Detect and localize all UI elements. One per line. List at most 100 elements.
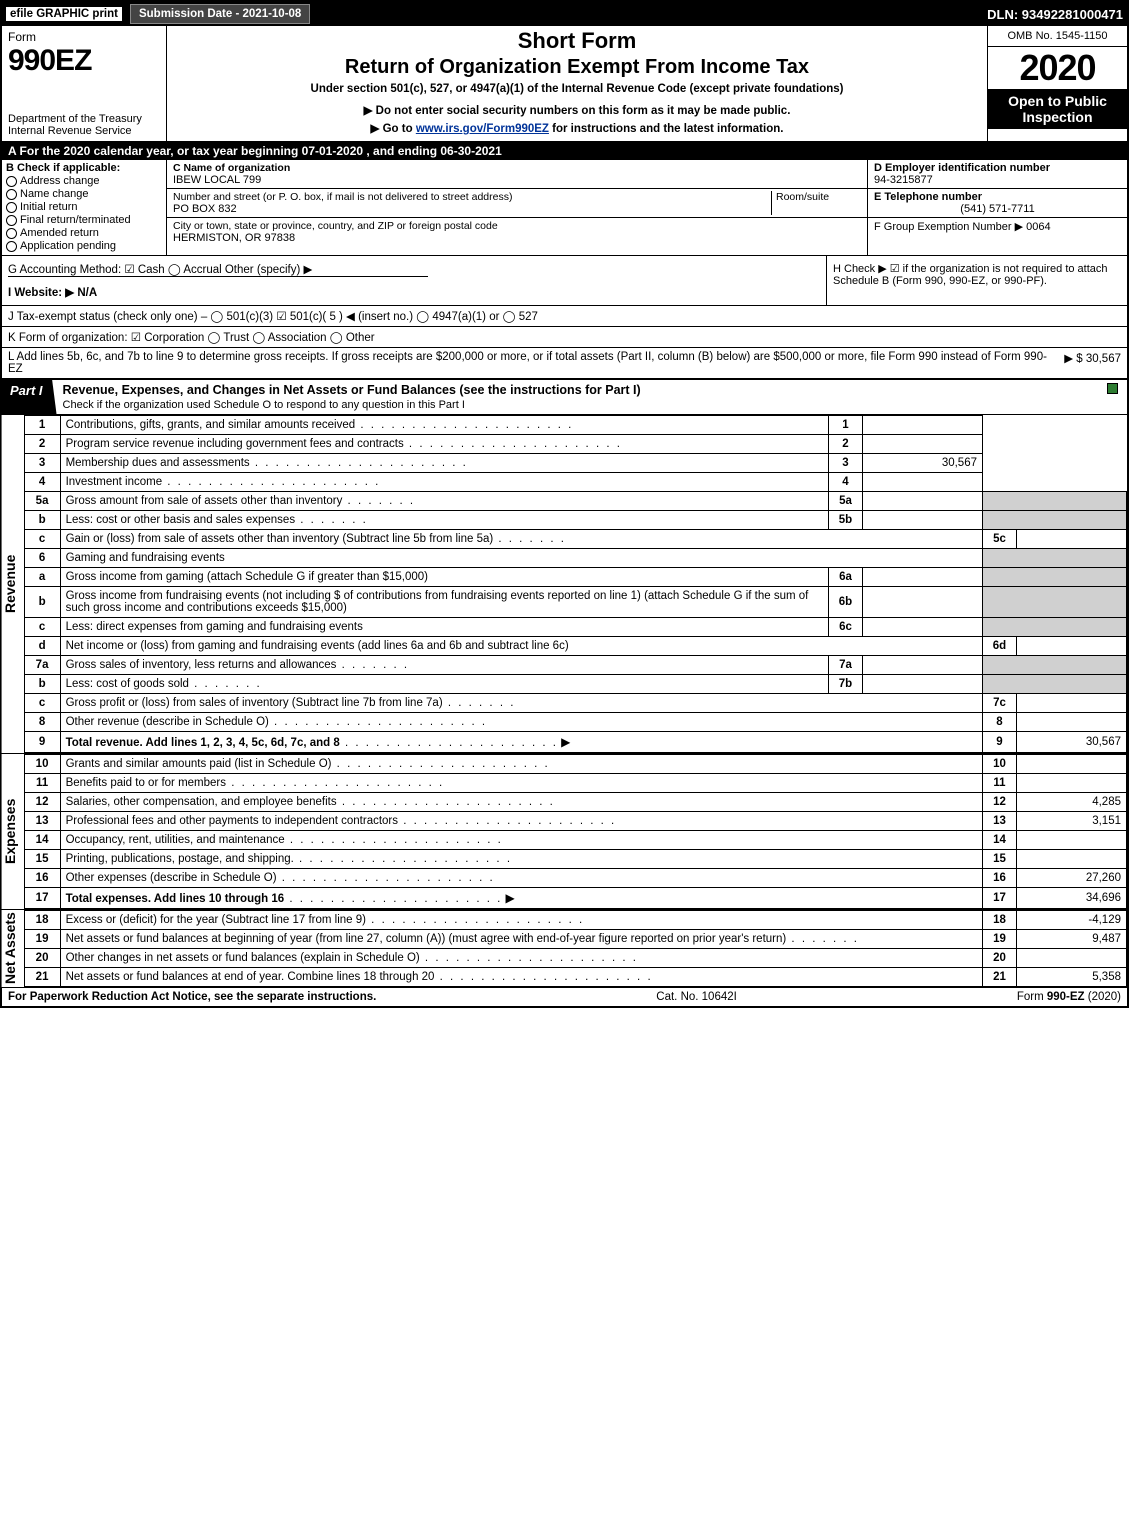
check-icon: [1107, 383, 1118, 394]
submission-date-button[interactable]: Submission Date - 2021-10-08: [130, 4, 310, 24]
open-public-inspection: Open to Public Inspection: [988, 89, 1127, 129]
part-1-check-text: Check if the organization used Schedule …: [63, 399, 465, 411]
note-no-ssn: ▶ Do not enter social security numbers o…: [173, 103, 981, 117]
block-b-c-d: B Check if applicable: Address change Na…: [2, 160, 1127, 256]
footer-right: Form 990-EZ (2020): [1017, 991, 1121, 1003]
f-group-exemption: F Group Exemption Number ▶ 0064: [874, 220, 1121, 233]
ein-value: 94-3215877: [874, 174, 1121, 186]
line-l-gross-receipts: L Add lines 5b, 6c, and 7b to line 9 to …: [2, 348, 1127, 379]
part-1-header: Part I Revenue, Expenses, and Changes in…: [2, 379, 1127, 415]
row-20: 20Other changes in net assets or fund ba…: [24, 949, 1126, 968]
row-11: 11Benefits paid to or for members11: [24, 774, 1126, 793]
omb-number: OMB No. 1545-1150: [988, 26, 1127, 47]
chk-name-change[interactable]: Name change: [6, 188, 162, 200]
footer: For Paperwork Reduction Act Notice, see …: [2, 987, 1127, 1006]
row-14: 14Occupancy, rent, utilities, and mainte…: [24, 831, 1126, 850]
line-a-tax-year: A For the 2020 calendar year, or tax yea…: [2, 142, 1127, 160]
row-9: 9Total revenue. Add lines 1, 2, 3, 4, 5c…: [24, 732, 1126, 753]
header-row: Form 990EZ Department of the Treasury In…: [2, 26, 1127, 142]
expenses-vertical-label: Expenses: [2, 754, 24, 909]
note-goto-pre: ▶ Go to: [371, 123, 416, 135]
form-title-2: Return of Organization Exempt From Incom…: [173, 56, 981, 79]
header-right: OMB No. 1545-1150 2020 Open to Public In…: [987, 26, 1127, 141]
chk-initial-return[interactable]: Initial return: [6, 201, 162, 213]
c-city-label: City or town, state or province, country…: [173, 220, 861, 232]
line-i-website: I Website: ▶ N/A: [8, 287, 97, 299]
efile-print-label[interactable]: efile GRAPHIC print: [6, 7, 122, 21]
row-16: 16Other expenses (describe in Schedule O…: [24, 869, 1126, 888]
org-city: HERMISTON, OR 97838: [173, 232, 861, 244]
row-8: 8Other revenue (describe in Schedule O)8: [24, 713, 1126, 732]
chk-application-pending[interactable]: Application pending: [6, 240, 162, 252]
footer-mid: Cat. No. 10642I: [656, 991, 737, 1003]
org-address: PO BOX 832: [173, 203, 771, 215]
expenses-table: 10Grants and similar amounts paid (list …: [24, 754, 1127, 909]
row-6c: cLess: direct expenses from gaming and f…: [24, 618, 1126, 637]
note-goto: ▶ Go to www.irs.gov/Form990EZ for instru…: [173, 121, 981, 135]
row-10: 10Grants and similar amounts paid (list …: [24, 755, 1126, 774]
row-4: 4Investment income4: [24, 473, 1126, 492]
row-21: 21Net assets or fund balances at end of …: [24, 968, 1126, 987]
line-j-tax-exempt: J Tax-exempt status (check only one) – ◯…: [2, 306, 1127, 327]
d-ein-label: D Employer identification number: [874, 162, 1121, 174]
revenue-table: 1Contributions, gifts, grants, and simil…: [24, 415, 1127, 753]
b-label: B Check if applicable:: [6, 162, 162, 174]
row-15: 15Printing, publications, postage, and s…: [24, 850, 1126, 869]
e-tel-label: E Telephone number: [874, 191, 1121, 203]
row-6: 6Gaming and fundraising events: [24, 549, 1126, 568]
chk-address-change[interactable]: Address change: [6, 175, 162, 187]
net-assets-table: 18Excess or (deficit) for the year (Subt…: [24, 910, 1127, 987]
row-12: 12Salaries, other compensation, and empl…: [24, 793, 1126, 812]
chk-final-return[interactable]: Final return/terminated: [6, 214, 162, 226]
telephone-value: (541) 571-7711: [874, 203, 1121, 215]
row-18: 18Excess or (deficit) for the year (Subt…: [24, 911, 1126, 930]
c-name-label: C Name of organization: [173, 162, 861, 174]
row-6b: bGross income from fundraising events (n…: [24, 587, 1126, 618]
irs-link[interactable]: www.irs.gov/Form990EZ: [416, 123, 549, 135]
net-assets-vertical-label: Net Assets: [2, 910, 24, 987]
row-13: 13Professional fees and other payments t…: [24, 812, 1126, 831]
line-k-form-org: K Form of organization: ☑ Corporation ◯ …: [2, 327, 1127, 348]
column-c-org-info: C Name of organization IBEW LOCAL 799 Nu…: [167, 160, 867, 255]
room-suite-label: Room/suite: [776, 191, 829, 203]
footer-left: For Paperwork Reduction Act Notice, see …: [8, 991, 376, 1003]
c-addr-label: Number and street (or P. O. box, if mail…: [173, 191, 512, 203]
note-goto-post: for instructions and the latest informat…: [549, 123, 784, 135]
row-7c: cGross profit or (loss) from sales of in…: [24, 694, 1126, 713]
row-6d: dNet income or (loss) from gaming and fu…: [24, 637, 1126, 656]
column-b-checkboxes: B Check if applicable: Address change Na…: [2, 160, 167, 255]
lines-g-h: G Accounting Method: ☑ Cash ◯ Accrual Ot…: [2, 256, 1127, 306]
top-bar: efile GRAPHIC print Submission Date - 20…: [2, 2, 1127, 26]
row-5a: 5aGross amount from sale of assets other…: [24, 492, 1126, 511]
form-number: 990EZ: [8, 44, 160, 78]
line-h-schedule-b: H Check ▶ ☑ if the organization is not r…: [827, 256, 1127, 305]
header-left: Form 990EZ Department of the Treasury In…: [2, 26, 167, 141]
revenue-vertical-label: Revenue: [2, 415, 24, 753]
line-l-amount: ▶ $ 30,567: [1056, 351, 1121, 375]
line-l-text: L Add lines 5b, 6c, and 7b to line 9 to …: [8, 351, 1056, 375]
row-7a: 7aGross sales of inventory, less returns…: [24, 656, 1126, 675]
form-990ez: efile GRAPHIC print Submission Date - 20…: [0, 0, 1129, 1008]
part-1-checkbox[interactable]: [1101, 380, 1127, 414]
line-g-accounting: G Accounting Method: ☑ Cash ◯ Accrual Ot…: [8, 262, 428, 277]
dln-label: DLN: 93492281000471: [987, 7, 1123, 22]
form-word: Form: [8, 30, 160, 44]
row-7b: bLess: cost of goods sold7b: [24, 675, 1126, 694]
row-3: 3Membership dues and assessments330,567: [24, 454, 1126, 473]
form-subtitle: Under section 501(c), 527, or 4947(a)(1)…: [173, 83, 981, 95]
header-middle: Short Form Return of Organization Exempt…: [167, 26, 987, 141]
row-2: 2Program service revenue including gover…: [24, 435, 1126, 454]
row-1: 1Contributions, gifts, grants, and simil…: [24, 416, 1126, 435]
row-19: 19Net assets or fund balances at beginni…: [24, 930, 1126, 949]
row-17: 17Total expenses. Add lines 10 through 1…: [24, 888, 1126, 909]
expenses-section: Expenses 10Grants and similar amounts pa…: [2, 753, 1127, 909]
department-label: Department of the Treasury Internal Reve…: [8, 113, 160, 137]
row-6a: aGross income from gaming (attach Schedu…: [24, 568, 1126, 587]
row-5c: cGain or (loss) from sale of assets othe…: [24, 530, 1126, 549]
chk-amended-return[interactable]: Amended return: [6, 227, 162, 239]
form-title-1: Short Form: [173, 28, 981, 54]
org-name: IBEW LOCAL 799: [173, 174, 861, 186]
tax-year: 2020: [988, 47, 1127, 89]
row-5b: bLess: cost or other basis and sales exp…: [24, 511, 1126, 530]
net-assets-section: Net Assets 18Excess or (deficit) for the…: [2, 909, 1127, 987]
